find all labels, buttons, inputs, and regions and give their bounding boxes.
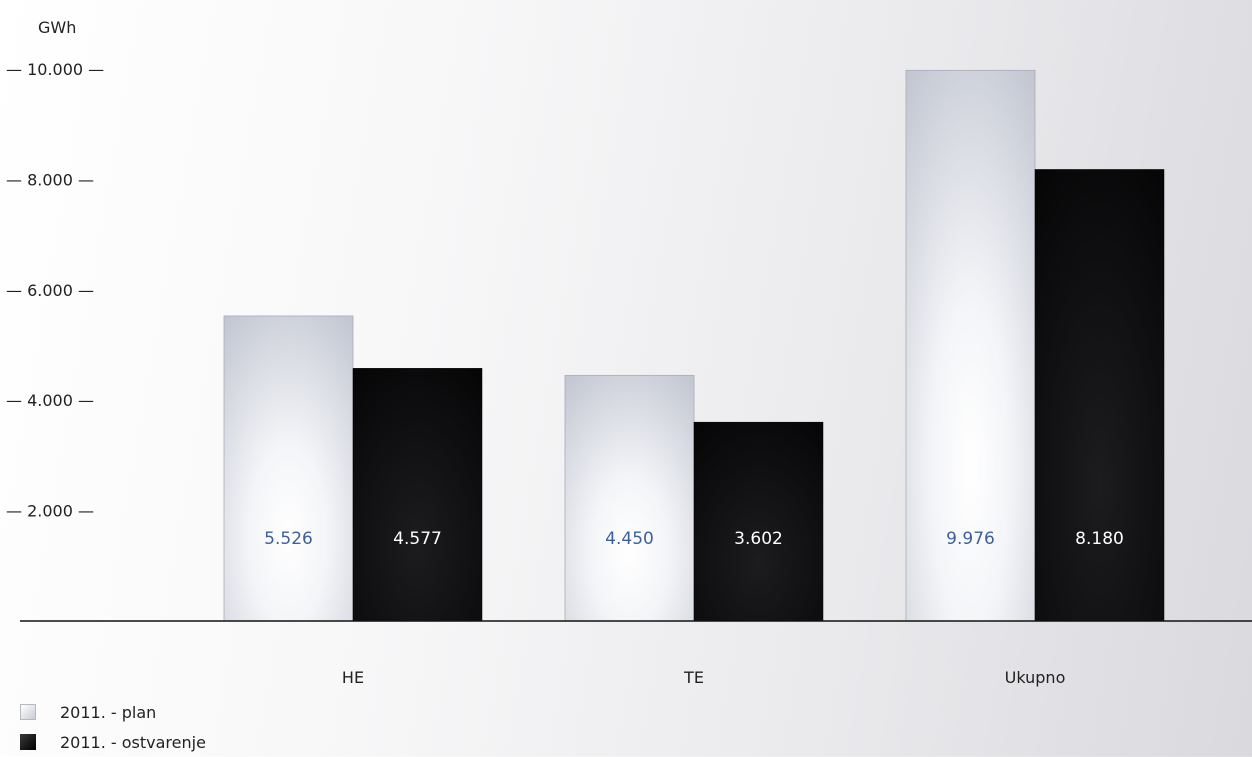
legend-label-plan: 2011. - plan [60, 702, 157, 722]
bar-plan [564, 374, 695, 622]
y-tick-label: — 4.000 — [6, 391, 94, 410]
bar-value-label: 4.577 [393, 529, 442, 549]
bar-chart: — 2.000 — — 4.000 — — 6.000 — — 8.000 — — 10… [6, 60, 1252, 687]
y-axis-unit-label: GWh [38, 18, 77, 37]
bar-value-label: 9.976 [946, 529, 995, 549]
x-category-label: Ukupno [1005, 668, 1066, 687]
bar-value-label: 4.450 [605, 529, 654, 549]
y-tick-label: — 10.000 — [6, 60, 104, 79]
bar-actual [1034, 169, 1165, 622]
y-tick-label: — 8.000 — [6, 170, 94, 189]
legend-item-plan: 2011. - plan [20, 697, 206, 727]
legend-item-actual: 2011. - ostvarenje [20, 727, 206, 757]
legend-swatch-actual [20, 734, 36, 750]
x-category-label: TE [683, 668, 704, 687]
bar-value-label: 8.180 [1075, 529, 1124, 549]
legend: 2011. - plan 2011. - ostvarenje [20, 697, 206, 757]
legend-swatch-plan [20, 704, 36, 720]
legend-label-actual: 2011. - ostvarenje [60, 732, 206, 752]
x-category-label: HE [342, 668, 364, 687]
y-tick-label: — 2.000 — [6, 502, 94, 521]
bar-value-label: 5.526 [264, 529, 313, 549]
bar-plan [223, 315, 354, 622]
bar-actual [693, 421, 824, 622]
bar-value-label: 3.602 [734, 529, 783, 549]
bar-actual [352, 368, 483, 622]
y-tick-label: — 6.000 — [6, 281, 94, 300]
